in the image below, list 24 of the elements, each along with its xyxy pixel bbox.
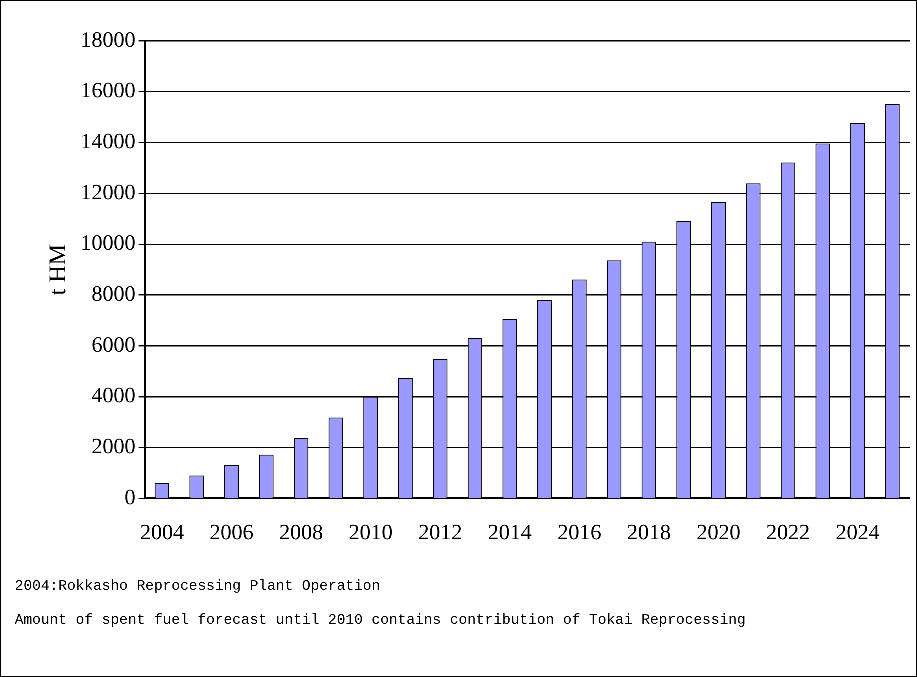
x-tick-label: 2004	[140, 520, 184, 545]
y-axis-title: t HM	[46, 244, 72, 296]
y-tick-label: 8000	[92, 281, 136, 306]
text: Amount of spent fuel forecast until 2010 contains contribution of Tokai Reprocessing	[15, 613, 746, 629]
y-tick-label: 12000	[80, 179, 136, 204]
text: 2004:Rokkasho Reprocessing Plant Operation	[15, 579, 380, 595]
x-tick-label: 2014	[488, 520, 532, 545]
y-tick-label: 10000	[80, 230, 136, 256]
x-tick-label: 2010	[348, 520, 393, 545]
y-tick-label: 0	[124, 484, 136, 510]
x-tick-label: 2022	[766, 520, 810, 545]
x-tick-label: 2016	[558, 520, 602, 545]
x-tick-label: 2018	[627, 520, 672, 545]
y-tick-label: 2000	[92, 434, 136, 459]
y-tick-label: 6000	[92, 332, 136, 357]
y-tick-label: 16000	[80, 78, 136, 103]
y-tick-label: 4000	[92, 382, 136, 408]
x-tick-label: 2020	[696, 520, 741, 545]
y-tick-label: 14000	[80, 128, 136, 154]
x-tick-label: 2008	[279, 520, 324, 545]
x-tick-label: 2024	[836, 520, 880, 545]
x-tick-label: 2012	[418, 520, 462, 545]
x-tick-label: 2006	[210, 520, 254, 545]
y-tick-label: 18000	[80, 26, 136, 52]
